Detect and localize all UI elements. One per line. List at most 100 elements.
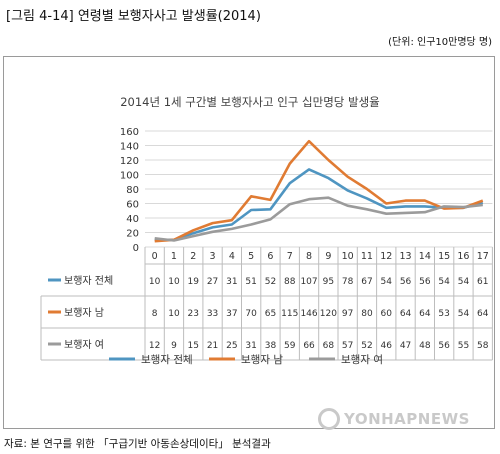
y-tick-label: 160 bbox=[120, 127, 139, 138]
data-label: 146 bbox=[300, 309, 317, 319]
data-label: 46 bbox=[381, 341, 393, 351]
legend-label: 보행자 남 bbox=[241, 354, 283, 366]
x-tick-label: 3 bbox=[210, 251, 216, 262]
x-tick-label: 9 bbox=[325, 251, 331, 262]
x-tick-label: 7 bbox=[287, 251, 293, 262]
data-label: 51 bbox=[245, 277, 256, 287]
data-label: 66 bbox=[303, 341, 315, 351]
data-label: 107 bbox=[300, 277, 317, 287]
x-tick-label: 17 bbox=[477, 251, 489, 262]
data-label: 10 bbox=[168, 309, 180, 319]
x-tick-label: 2 bbox=[190, 251, 196, 262]
x-tick-label: 8 bbox=[306, 251, 312, 262]
data-label: 31 bbox=[226, 277, 237, 287]
y-tick-label: 120 bbox=[120, 156, 139, 167]
data-label: 68 bbox=[323, 341, 335, 351]
data-label: 37 bbox=[226, 309, 237, 319]
data-label: 52 bbox=[265, 277, 276, 287]
series-label: 보행자 전체 bbox=[64, 275, 113, 287]
x-tick-label: 10 bbox=[342, 251, 354, 262]
data-label: 60 bbox=[381, 309, 393, 319]
data-label: 54 bbox=[458, 277, 470, 287]
data-label: 8 bbox=[152, 309, 158, 319]
legend-label: 보행자 여 bbox=[341, 354, 383, 366]
data-label: 25 bbox=[226, 341, 237, 351]
legend-label: 보행자 전체 bbox=[141, 354, 193, 366]
data-label: 64 bbox=[419, 309, 431, 319]
data-label: 78 bbox=[342, 277, 354, 287]
data-label: 10 bbox=[168, 277, 180, 287]
yonhap-logo-icon bbox=[318, 408, 340, 430]
data-label: 55 bbox=[458, 341, 469, 351]
data-label: 33 bbox=[207, 309, 218, 319]
data-label: 21 bbox=[207, 341, 218, 351]
x-tick-label: 13 bbox=[400, 251, 412, 262]
chart-title: 2014년 1세 구간별 보행자사고 인구 십만명당 발생율 bbox=[120, 95, 380, 109]
data-label: 115 bbox=[281, 309, 298, 319]
data-label: 53 bbox=[438, 309, 449, 319]
line-chart: 2014년 1세 구간별 보행자사고 인구 십만명당 발생율 020406080… bbox=[40, 95, 493, 366]
series-line bbox=[154, 139, 484, 243]
data-label: 56 bbox=[438, 341, 450, 351]
data-label: 88 bbox=[284, 277, 296, 287]
data-label: 9 bbox=[171, 341, 177, 351]
watermark: YONHAPNEWS bbox=[318, 408, 470, 430]
data-label: 80 bbox=[361, 309, 373, 319]
x-tick-label: 15 bbox=[438, 251, 450, 262]
y-tick-label: 80 bbox=[126, 185, 139, 196]
data-label: 95 bbox=[323, 277, 334, 287]
data-label: 10 bbox=[149, 277, 161, 287]
data-label: 64 bbox=[477, 309, 489, 319]
x-tick-label: 5 bbox=[248, 251, 254, 262]
data-label: 70 bbox=[245, 309, 257, 319]
data-label: 59 bbox=[284, 341, 296, 351]
data-label: 61 bbox=[477, 277, 488, 287]
data-label: 52 bbox=[361, 341, 372, 351]
data-label: 58 bbox=[477, 341, 489, 351]
data-label: 15 bbox=[188, 341, 199, 351]
y-tick-label: 100 bbox=[120, 171, 139, 182]
data-label: 19 bbox=[188, 277, 200, 287]
x-tick-label: 4 bbox=[229, 251, 235, 262]
data-label: 54 bbox=[438, 277, 450, 287]
x-tick-label: 12 bbox=[380, 251, 392, 262]
data-label: 57 bbox=[342, 341, 353, 351]
y-tick-label: 20 bbox=[126, 229, 139, 240]
y-axis-ticks: 0 20 40 60 80 100 120 140 160 bbox=[120, 127, 139, 254]
unit-note: (단위: 인구10만명당 명) bbox=[388, 37, 492, 48]
data-label: 65 bbox=[265, 309, 276, 319]
data-label: 64 bbox=[400, 309, 412, 319]
series-label: 보행자 여 bbox=[64, 339, 104, 351]
data-label: 31 bbox=[245, 341, 256, 351]
data-label: 38 bbox=[265, 341, 277, 351]
x-tick-label: 16 bbox=[457, 251, 469, 262]
y-tick-label: 140 bbox=[120, 142, 139, 153]
data-label: 23 bbox=[188, 309, 199, 319]
series-line bbox=[154, 196, 483, 242]
data-label: 27 bbox=[207, 277, 218, 287]
data-label: 47 bbox=[400, 341, 411, 351]
data-label: 12 bbox=[149, 341, 160, 351]
y-tick-label: 0 bbox=[133, 243, 139, 254]
series-line bbox=[154, 168, 484, 242]
x-tick-label: 0 bbox=[152, 251, 158, 262]
data-label: 56 bbox=[400, 277, 412, 287]
data-label: 54 bbox=[381, 277, 393, 287]
y-tick-label: 40 bbox=[126, 214, 139, 225]
figure-title: [그림 4-14] 연령별 보행자사고 발생률(2014) bbox=[6, 9, 261, 24]
series-label: 보행자 남 bbox=[64, 307, 104, 319]
x-tick-label: 1 bbox=[171, 251, 177, 262]
source-note: 자료: 본 연구를 위한 「구급기반 아동손상데이타」 분석결과 bbox=[4, 438, 271, 450]
x-tick-label: 11 bbox=[361, 251, 373, 262]
y-tick-label: 60 bbox=[126, 200, 139, 211]
data-label: 97 bbox=[342, 309, 353, 319]
series-lines bbox=[154, 139, 484, 243]
legend: 보행자 전체 보행자 남 보행자 여 bbox=[109, 354, 383, 366]
data-label: 67 bbox=[361, 277, 372, 287]
data-label: 54 bbox=[458, 309, 470, 319]
watermark-text: YONHAPNEWS bbox=[344, 410, 470, 428]
x-tick-label: 6 bbox=[267, 251, 273, 262]
data-label: 56 bbox=[419, 277, 431, 287]
x-tick-label: 14 bbox=[419, 251, 431, 262]
data-label: 120 bbox=[320, 309, 337, 319]
